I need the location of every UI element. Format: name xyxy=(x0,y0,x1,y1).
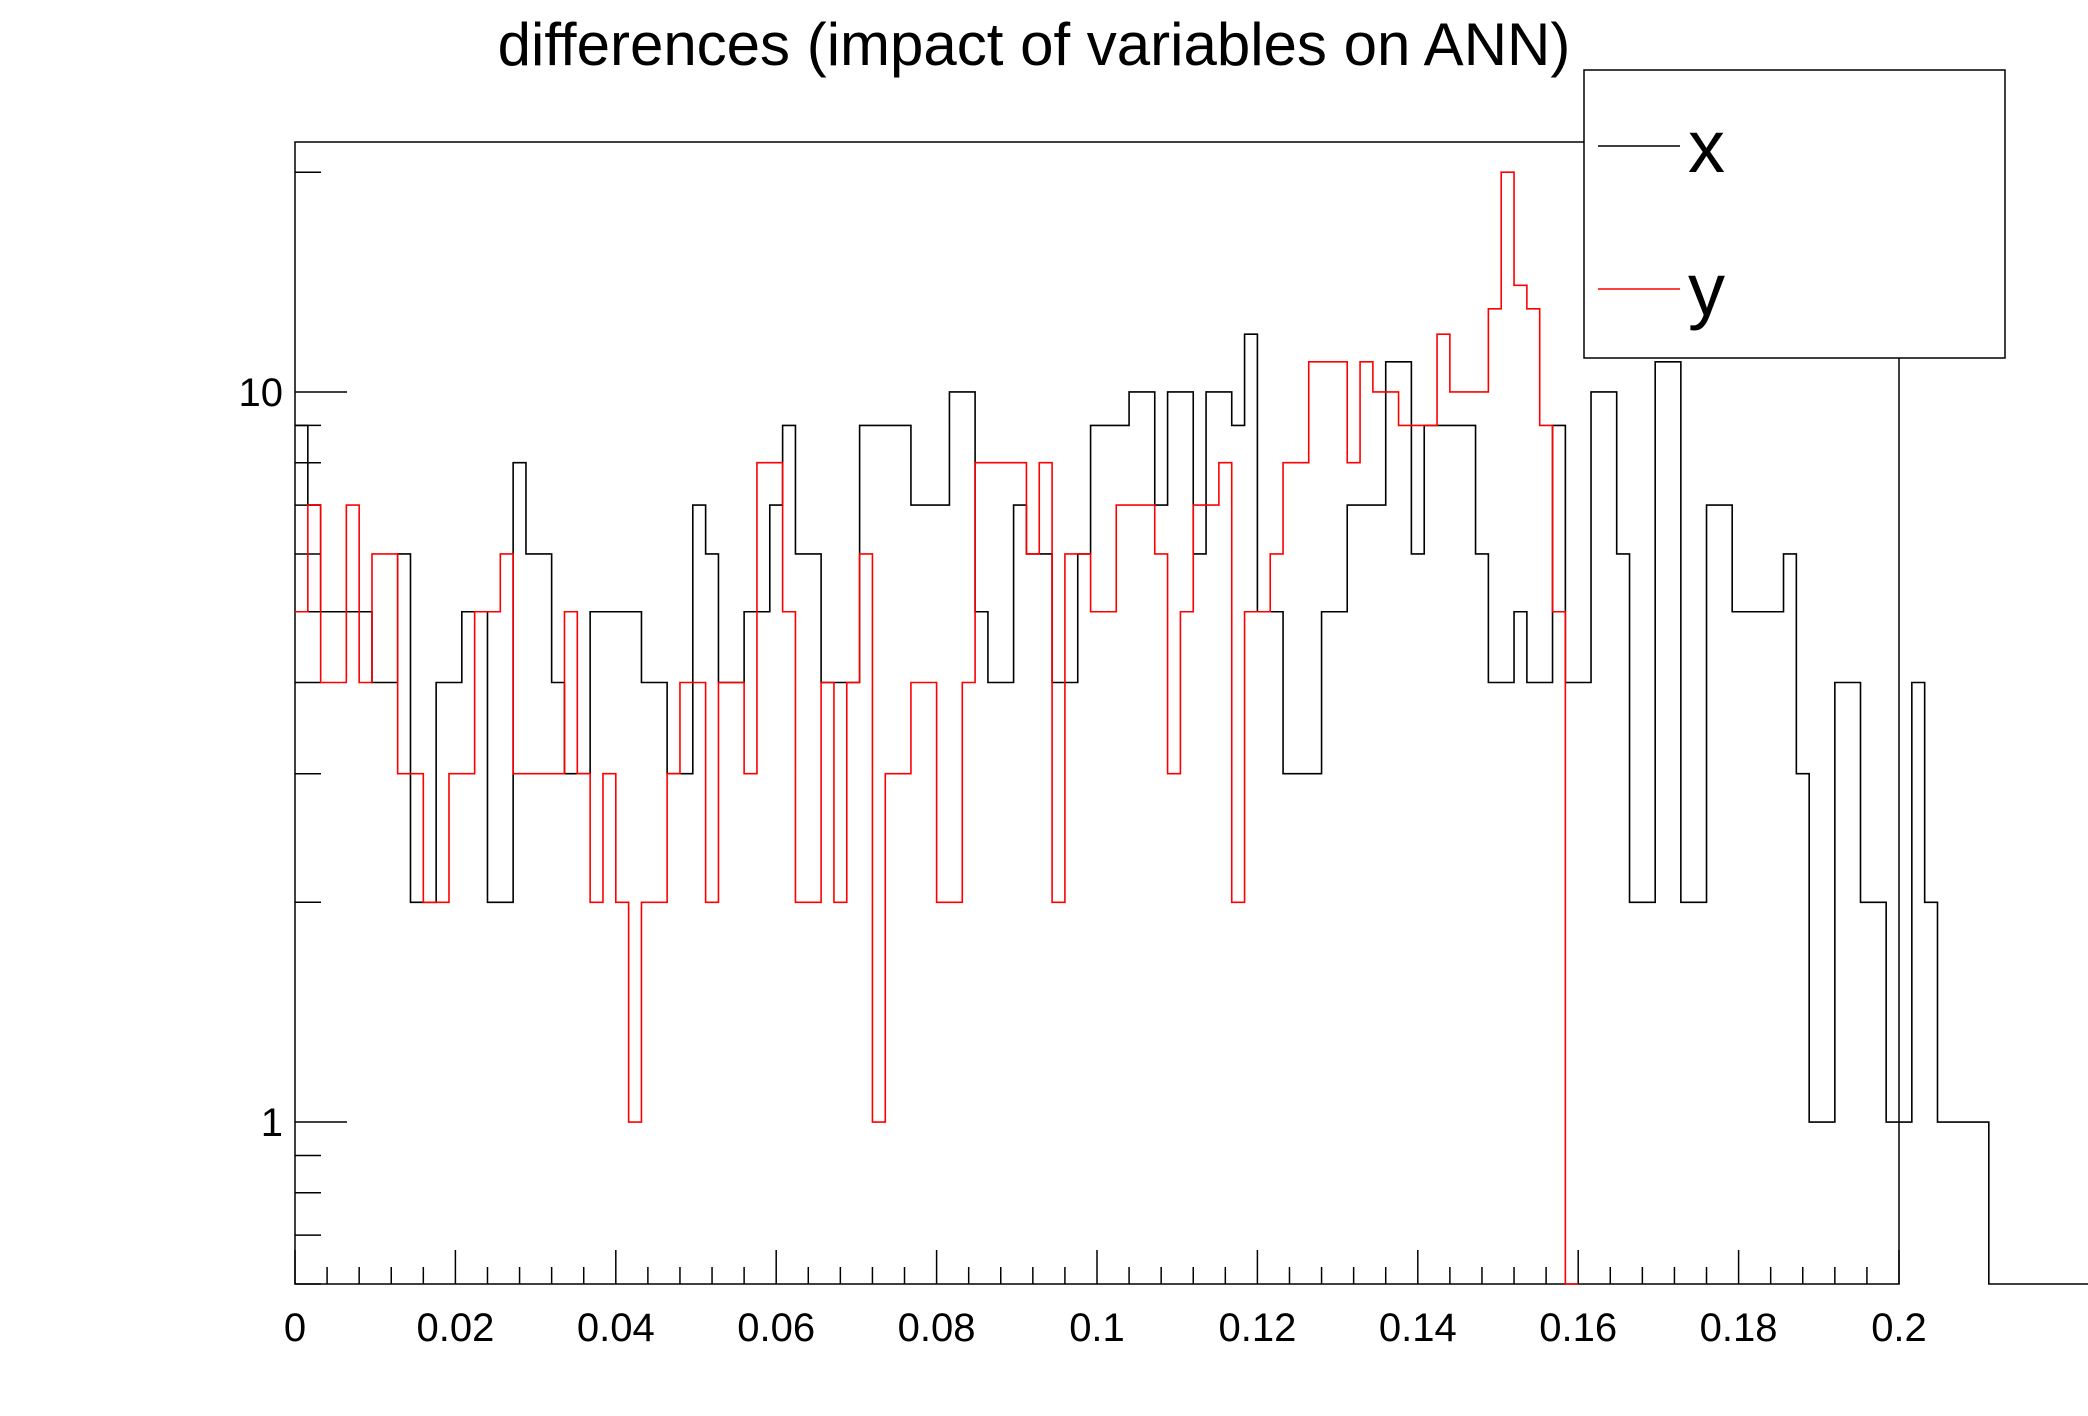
histogram-series-x xyxy=(295,333,2088,1285)
x-tick-label: 0.08 xyxy=(898,1306,976,1350)
x-tick-label: 0.1 xyxy=(1069,1306,1125,1350)
legend-box xyxy=(1583,69,2006,359)
series-layer xyxy=(295,171,2088,1285)
x-tick-label: 0.02 xyxy=(416,1306,494,1350)
histogram-series-y xyxy=(295,171,1579,1285)
x-tick-label: 0.06 xyxy=(737,1306,815,1350)
x-tick-label: 0.16 xyxy=(1539,1306,1617,1350)
x-tick-label: 0 xyxy=(284,1306,306,1350)
x-tick-label: 0.2 xyxy=(1871,1306,1927,1350)
y-tick-label: 10 xyxy=(239,371,284,415)
x-tick-label: 0.14 xyxy=(1379,1306,1457,1350)
x-tick-label: 0.04 xyxy=(577,1306,655,1350)
legend-label-x: x xyxy=(1688,105,1725,188)
y-axis: 1 10 xyxy=(239,171,347,1285)
x-tick-label: 0.12 xyxy=(1218,1306,1296,1350)
legend: xy xyxy=(1583,69,2006,359)
y-tick-label: 1 xyxy=(261,1101,283,1145)
legend-label-y: y xyxy=(1688,248,1725,331)
x-axis: 0 0.02 0.04 0.06 0.08 0.1 0.12 0.14 0.16 0.18 0.2 xyxy=(284,1250,1927,1350)
chart-title: differences (impact of variables on ANN) xyxy=(498,11,1571,78)
x-tick-label: 0.18 xyxy=(1700,1306,1778,1350)
